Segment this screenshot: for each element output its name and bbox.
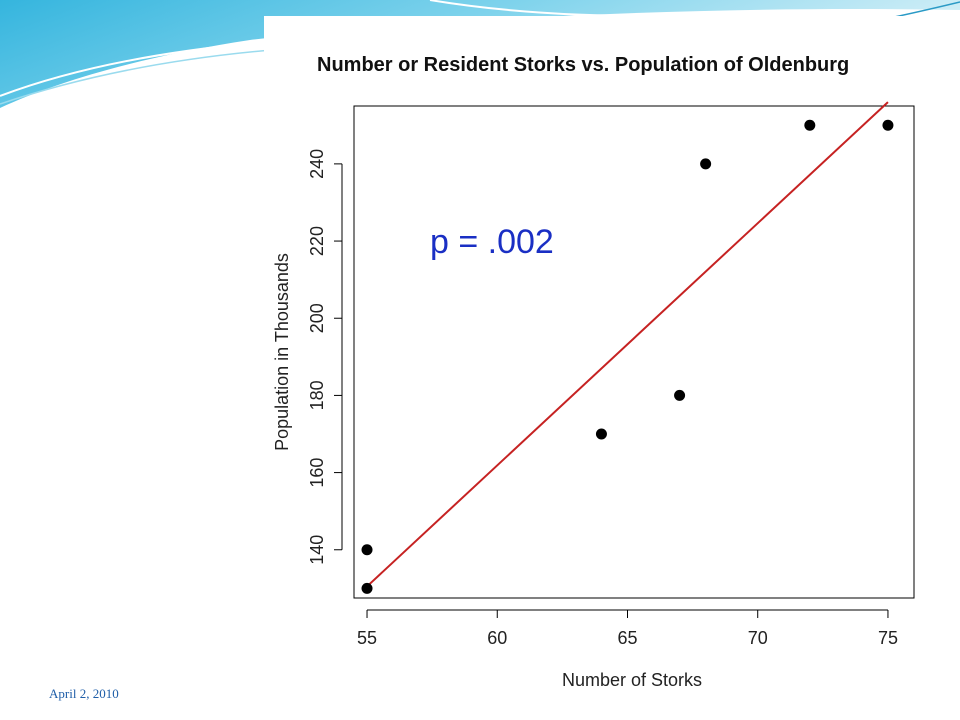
data-point: [361, 544, 373, 556]
x-axis: 55 60 65 70 75: [357, 609, 898, 648]
data-point: [700, 158, 712, 170]
y-tick-label: 200: [307, 303, 327, 333]
scatter-chart: Number or Resident Storks vs. Population…: [272, 54, 915, 690]
x-tick-label: 55: [357, 628, 377, 648]
x-axis-label: Number of Storks: [562, 670, 702, 690]
x-tick-label: 60: [487, 628, 507, 648]
x-tick-label: 70: [748, 628, 768, 648]
data-point: [361, 582, 373, 594]
x-tick-label: 65: [617, 628, 637, 648]
x-tick-label: 75: [878, 628, 898, 648]
chart-panel: Number or Resident Storks vs. Population…: [264, 16, 960, 720]
data-points: [361, 119, 894, 594]
y-tick-label: 180: [307, 380, 327, 410]
p-value-annotation: p = .002: [430, 223, 554, 261]
data-point: [595, 428, 607, 440]
y-axis: 140 160 180 200 220 240: [307, 149, 343, 565]
y-tick-label: 240: [307, 149, 327, 179]
chart-title: Number or Resident Storks vs. Population…: [317, 54, 849, 76]
data-point: [804, 119, 816, 131]
regression-line: [366, 101, 889, 588]
y-axis-label: Population in Thousands: [272, 253, 292, 451]
y-tick-label: 160: [307, 458, 327, 488]
data-point: [674, 389, 686, 401]
y-tick-label: 140: [307, 535, 327, 565]
slide-date: April 2, 2010: [49, 686, 119, 701]
data-point: [882, 119, 894, 131]
plot-frame: [353, 105, 915, 599]
y-tick-label: 220: [307, 226, 327, 256]
